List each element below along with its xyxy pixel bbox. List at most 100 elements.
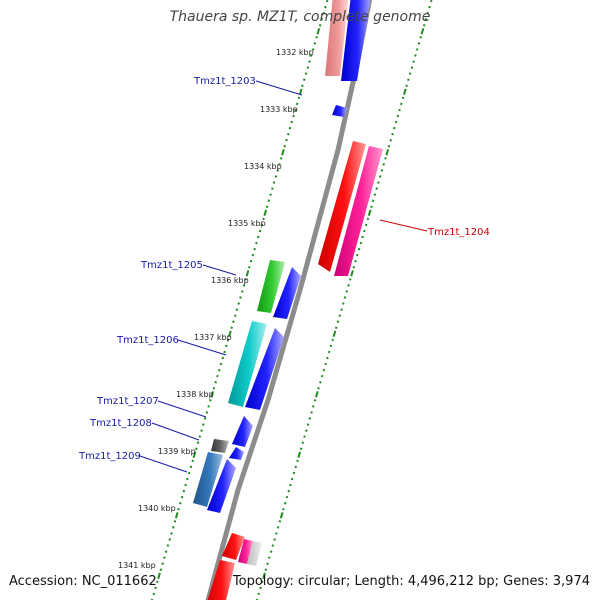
minor-tick <box>371 199 375 202</box>
minor-tick <box>356 253 359 257</box>
gene-feature-blue[interactable] <box>207 459 236 513</box>
gene-label-tmz1t-1204[interactable]: Tmz1t_1204 <box>427 227 490 238</box>
gene-label-tmz1t-1209[interactable]: Tmz1t_1209 <box>78 451 141 462</box>
minor-tick <box>279 157 283 160</box>
kbp-label: 1334 kbp <box>244 162 282 171</box>
gene-feature-pink[interactable] <box>325 0 349 76</box>
minor-tick <box>410 66 414 69</box>
minor-tick <box>180 495 184 499</box>
minor-tick <box>260 223 263 227</box>
minor-tick <box>304 72 308 75</box>
minor-tick <box>177 508 180 511</box>
gene-label-tmz1t-1207[interactable]: Tmz1t_1207 <box>96 396 159 407</box>
minor-tick <box>334 326 338 330</box>
minor-tick <box>401 96 405 100</box>
gene-feature-magenta[interactable] <box>238 539 253 564</box>
minor-tick <box>269 550 273 553</box>
kbp-label: 1338 kbp <box>176 390 214 399</box>
minor-tick <box>294 465 297 469</box>
minor-tick <box>272 181 276 184</box>
major-tick <box>316 28 321 35</box>
leader-line <box>255 80 303 96</box>
gene-feature-red[interactable] <box>206 560 235 600</box>
minor-tick <box>259 586 262 590</box>
gene-label-tmz1t-1206[interactable]: Tmz1t_1206 <box>116 335 179 346</box>
minor-tick <box>414 54 417 57</box>
minor-tick <box>161 562 164 565</box>
minor-tick <box>283 501 287 505</box>
gene-feature-blue[interactable] <box>341 0 371 81</box>
gene-feature-blue[interactable] <box>229 447 244 460</box>
minor-tick <box>313 42 317 45</box>
label-leaders <box>139 80 428 473</box>
minor-tick <box>308 417 312 420</box>
minor-tick <box>306 423 310 426</box>
minor-tick <box>430 0 433 3</box>
minor-tick <box>241 290 244 293</box>
gene-feature-blue[interactable] <box>273 267 301 319</box>
minor-tick <box>287 132 290 136</box>
gene-label-tmz1t-1205[interactable]: Tmz1t_1205 <box>140 260 203 271</box>
minor-tick <box>184 483 187 487</box>
gene-feature-tmz1t-1209[interactable] <box>193 452 223 507</box>
minor-tick <box>223 350 226 354</box>
minor-tick <box>303 435 306 438</box>
minor-tick <box>170 532 173 535</box>
minor-tick <box>255 241 258 245</box>
minor-tick <box>244 278 248 281</box>
genome-summary-text: Topology: circular; Length: 4,496,212 bp… <box>232 574 590 589</box>
minor-tick <box>253 247 256 251</box>
gene-feature-red[interactable] <box>222 533 245 560</box>
minor-tick <box>322 368 326 372</box>
minor-tick <box>261 580 264 584</box>
minor-tick <box>324 5 327 9</box>
gene-label-tmz1t-1203[interactable]: Tmz1t_1203 <box>193 76 256 87</box>
gene-features <box>193 0 383 600</box>
gene-feature-light[interactable] <box>247 541 262 566</box>
minor-tick <box>288 126 292 130</box>
minor-tick <box>400 102 403 106</box>
minor-tick <box>366 217 370 221</box>
gene-feature-tmz1t-1208[interactable] <box>211 439 229 453</box>
major-tick <box>332 330 337 337</box>
leader-line <box>151 422 200 441</box>
minor-tick <box>345 290 348 293</box>
gene-feature-tmz1t-1206[interactable] <box>228 321 267 407</box>
gene-feature-blue[interactable] <box>245 328 284 410</box>
minor-tick <box>173 520 177 523</box>
minor-tick <box>302 78 306 81</box>
minor-tick <box>352 265 356 269</box>
minor-tick <box>327 350 331 354</box>
minor-tick <box>249 259 253 263</box>
major-tick <box>210 391 214 398</box>
minor-tick <box>338 314 341 317</box>
minor-tick <box>164 550 168 553</box>
gene-label-tmz1t-1208[interactable]: Tmz1t_1208 <box>89 418 152 429</box>
minor-tick <box>380 169 384 172</box>
major-tick <box>192 451 197 458</box>
minor-tick <box>290 120 294 124</box>
gene-feature-tmz1t-1207[interactable] <box>232 416 253 447</box>
kbp-label: 1335 kbp <box>228 219 266 228</box>
minor-tick <box>382 163 385 166</box>
kbp-label: 1336 kbp <box>211 276 249 285</box>
gene-labels: Tmz1t_1203 Tmz1t_1204 Tmz1t_1205 Tmz1t_1… <box>78 76 490 462</box>
minor-tick <box>266 562 269 565</box>
minor-tick <box>172 526 175 529</box>
minor-tick <box>278 163 281 166</box>
minor-tick <box>292 114 295 118</box>
minor-tick <box>275 532 278 535</box>
minor-tick <box>285 495 289 499</box>
gene-feature-red[interactable] <box>318 141 366 272</box>
minor-tick <box>267 199 271 202</box>
gene-feature-tmz1t-1204[interactable] <box>334 146 383 276</box>
gene-feature-tmz1t-1205[interactable] <box>257 260 285 313</box>
minor-tick <box>297 96 301 100</box>
minor-tick <box>289 483 292 487</box>
minor-tick <box>198 435 202 438</box>
gene-feature-tmz1t-1203[interactable] <box>332 105 347 117</box>
minor-tick <box>274 175 278 178</box>
minor-tick <box>354 259 357 263</box>
left-tick-rail <box>150 0 329 600</box>
